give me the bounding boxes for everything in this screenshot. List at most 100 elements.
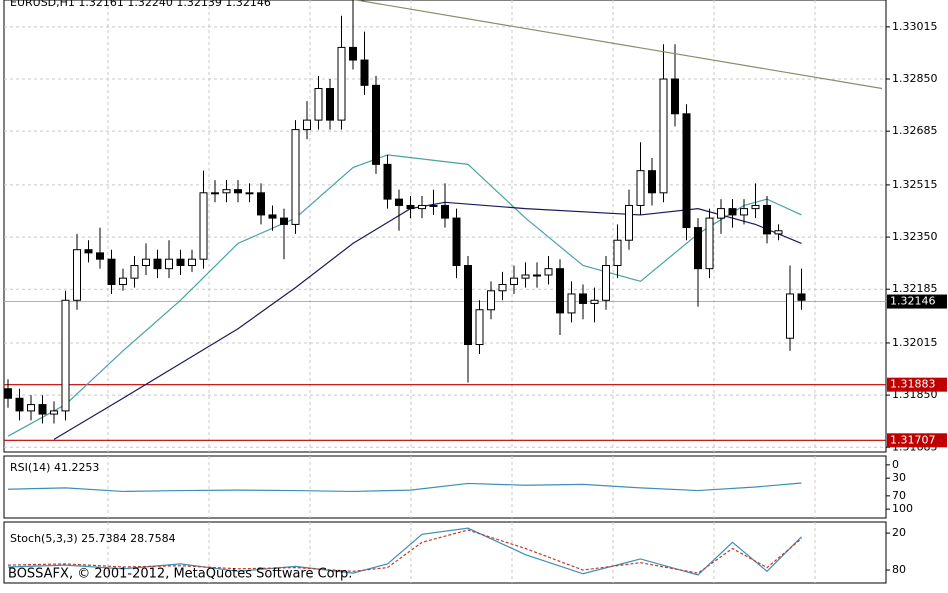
candle-body — [61, 299, 70, 412]
candle-body — [96, 252, 104, 260]
candle-body — [797, 293, 806, 301]
candle-body — [429, 204, 438, 207]
candle-body — [774, 230, 783, 235]
candle-body — [360, 59, 369, 86]
candle-body — [280, 217, 288, 225]
candle-body — [763, 204, 771, 235]
candle-body — [176, 258, 185, 267]
candle-body — [303, 119, 311, 131]
candle-body — [142, 258, 150, 267]
candle-body — [659, 78, 668, 194]
candle-body — [153, 258, 162, 270]
candle-body — [107, 258, 116, 285]
y-tick-label: 1.32185 — [892, 282, 938, 295]
y-tick-label: 1.32850 — [892, 72, 938, 85]
stoch-panel — [3, 521, 887, 584]
candle-body — [636, 170, 645, 206]
y-tick-label: 1.32350 — [892, 230, 938, 243]
candle-body — [625, 204, 633, 241]
candle-body — [613, 239, 622, 267]
y-tick-label: 0 — [892, 458, 899, 471]
y-tick-label: 1.32515 — [892, 178, 938, 191]
y-tick-label: 1.32015 — [892, 336, 938, 349]
grid — [4, 0, 886, 583]
candle-body — [291, 129, 300, 225]
level-label-box — [887, 433, 947, 448]
candle-body — [119, 277, 127, 285]
candle-body — [498, 283, 507, 292]
candle-body — [199, 192, 208, 260]
candle-body — [314, 88, 323, 121]
rsi-label: RSI(14) 41.2253 — [10, 461, 99, 474]
candle-body — [337, 46, 346, 121]
candle-body — [165, 258, 173, 270]
candle-body — [27, 404, 35, 412]
candle-body — [567, 293, 576, 314]
candle-body — [50, 410, 58, 415]
candle-body — [349, 46, 357, 61]
candle-body — [326, 88, 334, 121]
candle-body — [544, 268, 553, 276]
main-panel — [3, 0, 887, 453]
stoch-line — [7, 529, 802, 574]
last-price-label: 1.32146 — [890, 295, 936, 308]
rsi-line — [7, 482, 802, 493]
candle-body — [694, 227, 702, 270]
candle-body — [73, 249, 81, 301]
candle-body — [15, 397, 24, 412]
rsi-panel — [3, 455, 887, 519]
y-tick-label: 1.33015 — [892, 20, 938, 33]
y-tick-label: 70 — [892, 489, 906, 502]
candle-body — [682, 113, 691, 229]
trend-line — [352, 0, 883, 90]
candle-body — [556, 268, 564, 314]
chart-title: EURUSD,H1 1.32161 1.32240 1.32139 1.3214… — [10, 0, 271, 9]
candle-body — [395, 198, 403, 206]
candle-body — [590, 299, 599, 304]
candle-body — [475, 309, 484, 346]
candle-body — [579, 293, 587, 304]
candle-body — [38, 404, 47, 415]
candle-body — [705, 217, 714, 270]
y-tick-label: 20 — [892, 526, 906, 539]
candle-body — [786, 293, 794, 339]
candle-body — [418, 204, 426, 210]
candle-body — [84, 249, 93, 254]
candle-body — [487, 290, 495, 311]
candle-body — [521, 274, 530, 279]
level-label-box — [887, 377, 947, 392]
candle-body — [602, 265, 610, 301]
candle-body — [234, 189, 242, 194]
candle-body — [717, 208, 725, 219]
candle-body — [728, 208, 737, 216]
candle-body — [510, 277, 518, 285]
level-label: 1.31883 — [890, 378, 936, 391]
candle-body — [211, 192, 219, 195]
stoch-label: Stoch(5,3,3) 25.7384 28.7584 — [10, 532, 176, 545]
candle-body — [257, 192, 265, 216]
candle-body — [740, 208, 748, 216]
candle-body — [130, 265, 139, 279]
watermark: BOSSAFX, © 2001-2012, MetaQuotes Softwar… — [8, 567, 352, 582]
y-tick-label: 30 — [892, 471, 906, 484]
last-price-box — [887, 294, 947, 309]
y-tick-label: 80 — [892, 563, 906, 576]
candle-body — [245, 192, 254, 195]
candle-body — [464, 265, 472, 346]
candle-body — [441, 204, 449, 219]
candle-body — [4, 388, 12, 399]
candle-body — [372, 84, 380, 165]
candle-body — [406, 204, 415, 210]
candle-body — [188, 258, 196, 267]
candle-body — [648, 170, 656, 194]
stoch-line — [7, 527, 802, 576]
plot — [4, 0, 886, 576]
level-label: 1.31707 — [890, 433, 936, 446]
candle-body — [533, 274, 541, 277]
y-tick-label: 100 — [892, 502, 913, 515]
y-tick-label: 1.32685 — [892, 124, 938, 137]
candle-body — [751, 204, 760, 210]
candle-body — [268, 214, 277, 219]
